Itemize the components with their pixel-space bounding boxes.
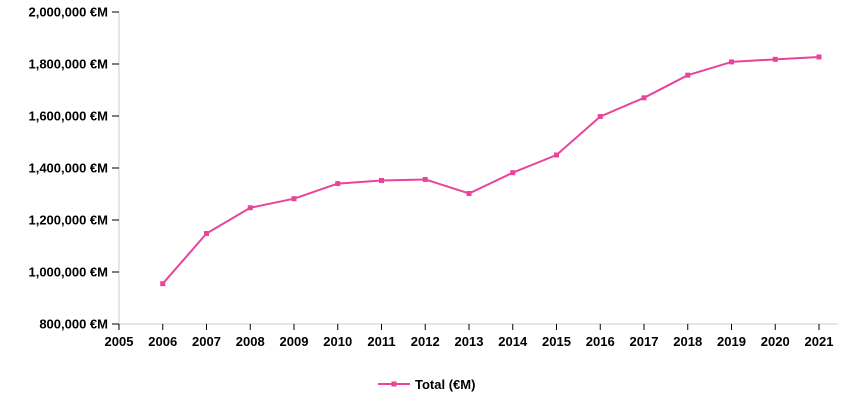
data-point[interactable]	[554, 152, 559, 158]
x-tick-label: 2016	[586, 334, 615, 349]
y-tick-label: 2,000,000 €M	[28, 5, 108, 20]
data-point[interactable]	[335, 181, 341, 187]
x-tick-label: 2017	[630, 334, 659, 349]
legend-swatch-marker	[391, 381, 397, 387]
data-point[interactable]	[379, 177, 384, 183]
legend-label: Total (€M)	[415, 377, 475, 392]
y-tick-label: 1,000,000 €M	[28, 265, 108, 280]
data-point[interactable]	[597, 114, 603, 120]
x-tick-label: 2008	[236, 334, 265, 349]
data-point[interactable]	[772, 56, 778, 62]
x-tick-label: 2019	[717, 334, 746, 349]
data-point[interactable]	[247, 205, 253, 211]
x-tick-label: 2010	[323, 334, 352, 349]
x-tick-label: 2021	[805, 334, 834, 349]
x-tick-label: 2018	[673, 334, 702, 349]
data-point[interactable]	[510, 170, 516, 176]
y-axis-ticks: 800,000 €M 1,000,000 €M 1,200,000 €M 1,400,…	[28, 5, 119, 332]
data-point[interactable]	[685, 72, 691, 78]
x-axis-ticks: 2005 2006 2007 2008 2009 2010 2011 2012 2013 2014…	[105, 324, 834, 349]
x-tick-label: 2014	[498, 334, 528, 349]
x-tick-label: 2006	[148, 334, 177, 349]
y-tick-label: 1,800,000 €M	[28, 57, 108, 72]
data-point[interactable]	[204, 231, 209, 237]
x-tick-label: 2007	[192, 334, 221, 349]
data-point[interactable]	[422, 176, 428, 182]
series-layer	[160, 54, 822, 287]
data-point[interactable]	[641, 95, 647, 101]
data-point[interactable]	[816, 54, 822, 60]
data-point[interactable]	[160, 281, 166, 287]
series-line	[161, 55, 820, 285]
y-tick-label: 800,000 €M	[39, 317, 108, 332]
x-tick-label: 2005	[105, 334, 134, 349]
y-tick-label: 1,400,000 €M	[28, 161, 108, 176]
x-tick-label: 2012	[411, 334, 440, 349]
legend[interactable]: Total (€M)	[378, 377, 475, 392]
x-tick-label: 2013	[455, 334, 484, 349]
y-tick-label: 1,200,000 €M	[28, 213, 108, 228]
x-tick-label: 2011	[367, 334, 395, 349]
x-tick-label: 2015	[542, 334, 571, 349]
x-tick-label: 2009	[280, 334, 309, 349]
data-point[interactable]	[729, 59, 734, 65]
x-tick-label: 2020	[761, 334, 790, 349]
data-point[interactable]	[291, 196, 297, 202]
data-point[interactable]	[466, 190, 472, 196]
y-tick-label: 1,600,000 €M	[28, 109, 108, 124]
